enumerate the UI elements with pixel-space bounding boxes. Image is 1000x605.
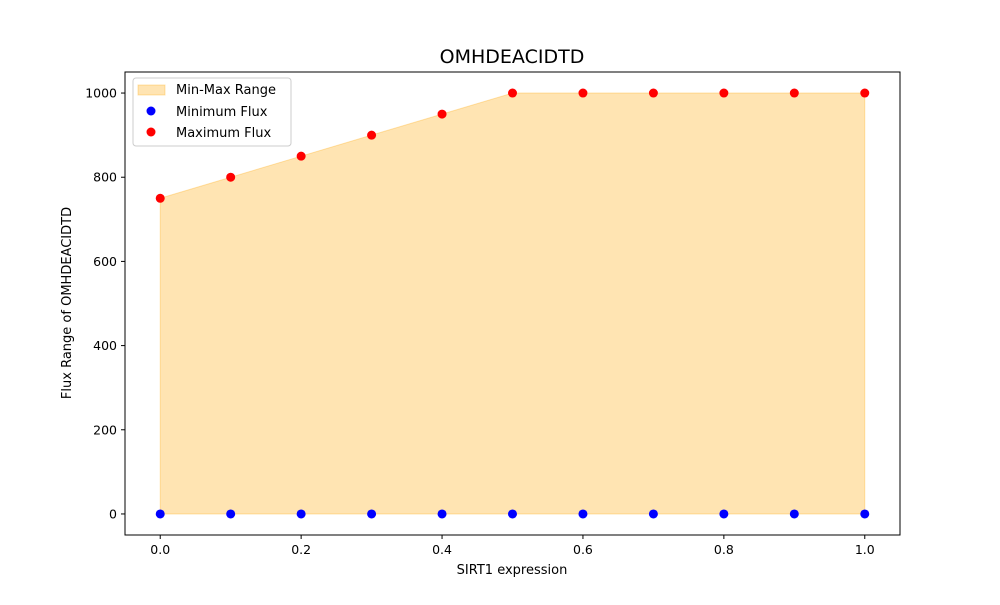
plot-frame — [124, 71, 901, 536]
min-flux-point — [226, 509, 236, 519]
min-flux-point — [578, 509, 588, 519]
fill-layer — [159, 92, 866, 515]
y-tick-label: 400 — [93, 338, 117, 353]
min-flux-point — [367, 509, 377, 519]
y-tick-label: 1000 — [85, 86, 117, 101]
y-tick-label: 600 — [93, 254, 117, 269]
y-tick-label: 0 — [109, 506, 117, 521]
points-layer — [155, 88, 870, 519]
max-flux-point — [437, 109, 447, 119]
min-flux-point — [648, 509, 658, 519]
max-flux-point — [296, 151, 306, 161]
x-tick-label: 0.6 — [573, 542, 593, 557]
legend: Min-Max Range Minimum Flux Maximum Flux — [132, 77, 292, 147]
x-tick-label: 0.0 — [150, 542, 170, 557]
min-flux-point — [719, 509, 729, 519]
x-tick-label: 0.4 — [432, 542, 452, 557]
min-flux-point — [508, 509, 517, 519]
axes-layer: 0.0 0.2 0.4 0.6 0.8 1.0 0 200 400 600 800 1000 — [85, 71, 901, 557]
max-flux-point — [719, 88, 729, 98]
legend-marker-min — [146, 106, 156, 116]
max-flux-point — [367, 130, 377, 140]
max-flux-point — [578, 88, 588, 98]
legend-marker-max — [146, 127, 156, 137]
max-flux-point — [648, 88, 658, 98]
legend-swatch-range — [137, 84, 166, 96]
x-tick-label: 1.0 — [855, 542, 875, 557]
legend-label-max: Maximum Flux — [176, 126, 272, 141]
legend-label-range: Min-Max Range — [176, 83, 276, 98]
max-flux-point — [226, 172, 236, 182]
y-tick-label: 800 — [93, 170, 117, 185]
chart-title: OMHDEACIDTD — [440, 46, 585, 68]
x-axis-label: SIRT1 expression — [457, 563, 568, 578]
max-flux-point — [508, 88, 517, 98]
max-flux-point — [789, 88, 799, 98]
legend-box — [132, 77, 292, 147]
min-max-range-area — [159, 92, 866, 515]
min-flux-point — [860, 509, 870, 519]
min-flux-point — [789, 509, 799, 519]
x-tick-label: 0.8 — [714, 542, 734, 557]
y-axis-label: Flux Range of OMHDEACIDTD — [60, 207, 75, 399]
max-flux-point — [860, 88, 870, 98]
max-flux-point — [155, 193, 165, 203]
x-tick-label: 0.2 — [291, 542, 311, 557]
min-flux-point — [155, 509, 165, 519]
min-flux-point — [437, 509, 447, 519]
legend-label-min: Minimum Flux — [176, 105, 268, 120]
min-flux-point — [296, 509, 306, 519]
y-tick-label: 200 — [93, 422, 117, 437]
